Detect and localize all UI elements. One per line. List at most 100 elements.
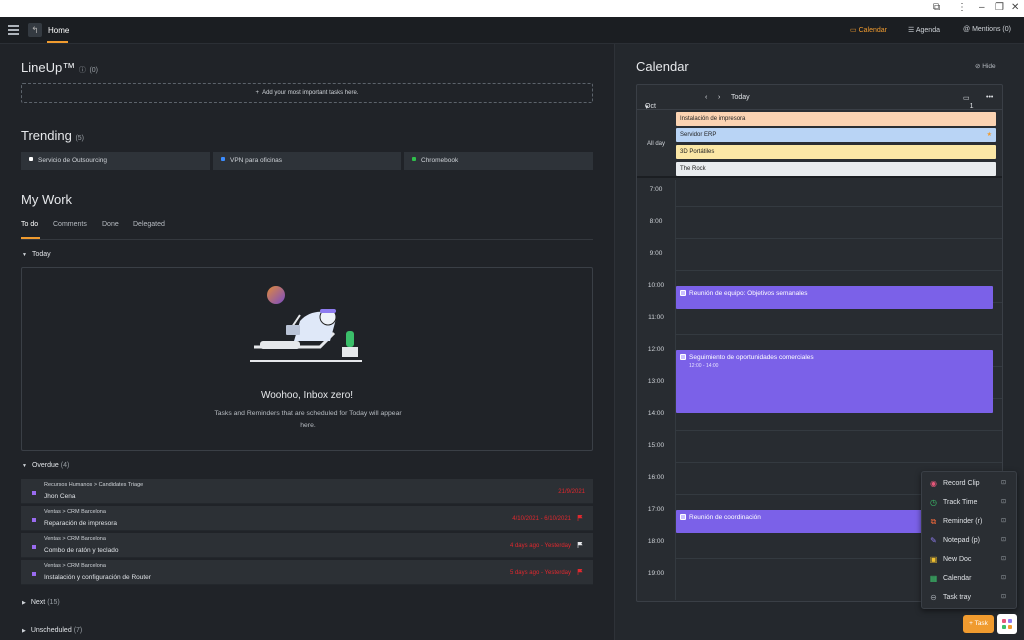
pin-icon[interactable]: ⊡	[1000, 537, 1006, 543]
caret-down-icon: ▼	[22, 252, 27, 258]
lineup-count: (0)	[89, 67, 99, 74]
trending-item[interactable]: VPN para oficinas	[213, 152, 401, 170]
section-today[interactable]: ▼ Today	[22, 251, 51, 258]
task-due-date: 4/10/2021 - 6/10/2021	[512, 516, 571, 522]
menu-item-record-clip[interactable]: ◉ Record Clip ⊡	[922, 474, 1016, 493]
tab-to-do[interactable]: To do	[21, 221, 39, 228]
minimize-icon[interactable]: –	[979, 2, 985, 13]
flag-icon[interactable]	[577, 569, 583, 575]
menu-item-new-doc[interactable]: ▣ New Doc ⊡	[922, 550, 1016, 569]
back-icon[interactable]: ↰	[28, 23, 42, 37]
calendar-event[interactable]: Reunión de equipo: Objetivos semanales	[676, 286, 993, 309]
hour-line	[675, 558, 1002, 559]
new-task-button[interactable]: + Task	[963, 615, 994, 633]
hamburger-menu-icon[interactable]	[8, 25, 19, 35]
section-overdue[interactable]: ▼ Overdue (4)	[22, 462, 69, 469]
section-overdue-label: Overdue	[31, 462, 59, 469]
mentions-toggle[interactable]: @ Mentions (0)	[963, 26, 1011, 33]
all-day-event[interactable]: Instalación de impresora	[676, 112, 996, 126]
task-row[interactable]: Ventas > CRM Barcelona Reparación de imp…	[21, 506, 593, 531]
lineup-title: LineUp™ ⓘ (0)	[21, 60, 98, 75]
today-button[interactable]: Today	[731, 94, 750, 101]
pin-icon[interactable]: ⊡	[1000, 575, 1006, 581]
caret-right-icon: ▶	[22, 628, 26, 634]
plus-icon: +	[969, 620, 973, 627]
task-checkbox[interactable]	[32, 491, 36, 495]
menu-item-calendar[interactable]: ▦ Calendar ⊡	[922, 569, 1016, 588]
all-day-event[interactable]: The Rock	[676, 162, 996, 176]
section-next[interactable]: ▶ Next (15)	[22, 599, 60, 606]
hour-line	[675, 334, 1002, 335]
hour-label: 18:00	[647, 538, 665, 545]
pin-icon[interactable]: ⊡	[1000, 480, 1006, 486]
menu-item-task-tray[interactable]: ⊖ Task tray ⊡	[922, 588, 1016, 607]
view-selector[interactable]: ▭ 1	[963, 95, 974, 110]
info-icon: ⓘ	[78, 67, 86, 74]
task-checkbox[interactable]	[32, 545, 36, 549]
event-icon	[680, 290, 686, 296]
more-icon[interactable]: ⋮	[957, 2, 967, 13]
trending-item[interactable]: Chromebook	[404, 152, 593, 170]
section-unscheduled[interactable]: ▶ Unscheduled (7)	[22, 627, 82, 634]
more-options-icon[interactable]: •••	[986, 94, 994, 101]
hour-label: 10:00	[647, 282, 665, 289]
task-row[interactable]: Recursos Humanos > Candidates Triage Jho…	[21, 479, 593, 504]
translate-icon[interactable]: ⧉	[933, 2, 941, 13]
pin-icon[interactable]: ⊡	[1000, 518, 1006, 524]
calendar-event[interactable]: Seguimiento de oportunidades comerciales…	[676, 350, 993, 413]
agenda-toggle-label: Agenda	[915, 27, 940, 34]
tab-underline	[21, 237, 40, 239]
next-day-icon[interactable]: ›	[718, 94, 721, 101]
close-icon[interactable]: ✕	[1011, 2, 1020, 13]
apps-grid-button[interactable]	[997, 614, 1017, 634]
plus-icon: +	[255, 90, 260, 96]
lineup-title-text: LineUp™	[21, 60, 76, 75]
task-row[interactable]: Ventas > CRM Barcelona Instalación y con…	[21, 560, 593, 585]
calendar-toolbar: Oct 18, Mon ▾ ‹ › Today ▭ 1 •••	[637, 85, 1002, 124]
all-day-event[interactable]: 3D Portátiles	[676, 145, 996, 159]
hour-label: 7:00	[649, 186, 663, 193]
hour-label: 9:00	[649, 250, 663, 257]
pin-icon[interactable]: ⊡	[1000, 499, 1006, 505]
tray-icon: ⊖	[930, 593, 937, 602]
view-selector-label: 1	[969, 103, 974, 110]
task-row[interactable]: Ventas > CRM Barcelona Combo de ratón y …	[21, 533, 593, 558]
hide-button[interactable]: ⊘ Hide	[975, 62, 996, 70]
hour-label: 14:00	[647, 410, 665, 417]
trending-title-text: Trending	[21, 128, 72, 143]
calendar-icon: ▦	[929, 574, 938, 583]
all-day-event[interactable]: Servidor ERP ★	[676, 128, 996, 142]
add-important-task-box[interactable]: + Add your most important tasks here.	[21, 83, 593, 103]
menu-item-track-time[interactable]: ◷ Track Time ⊡	[922, 493, 1016, 512]
pin-icon[interactable]: ⊡	[1000, 594, 1006, 600]
unscheduled-count: (7)	[73, 627, 83, 634]
flag-icon[interactable]	[577, 515, 583, 521]
eye-off-icon: ⊘	[975, 63, 981, 70]
reminder-icon: ⧉	[930, 517, 937, 526]
tab-home[interactable]: Home	[48, 26, 70, 35]
hour-label: 13:00	[647, 378, 665, 385]
event-title: Reunión de coordinación	[689, 514, 761, 521]
menu-item-reminder[interactable]: ⧉ Reminder (r) ⊡	[922, 512, 1016, 531]
calendar-toggle[interactable]: ▭ Calendar	[850, 27, 887, 34]
trending-item[interactable]: Servicio de Outsourcing	[21, 152, 210, 170]
restore-icon[interactable]: ❐	[995, 2, 1004, 13]
pin-icon[interactable]: ⊡	[1000, 556, 1006, 562]
menu-item-notepad[interactable]: ✎ Notepad (p) ⊡	[922, 531, 1016, 550]
hour-label: 17:00	[647, 506, 665, 513]
grid-dot-icon	[1008, 619, 1012, 623]
task-checkbox[interactable]	[32, 572, 36, 576]
task-breadcrumb: Ventas > CRM Barcelona	[44, 509, 106, 515]
tab-comments[interactable]: Comments	[53, 221, 87, 228]
calendar-event[interactable]: Reunión de coordinación	[676, 510, 993, 533]
inbox-zero-card: Woohoo, Inbox zero! Tasks and Reminders …	[21, 267, 593, 451]
task-title: Jhon Cena	[44, 493, 76, 500]
all-day-section: All day Instalación de impresora Servido…	[637, 110, 1002, 178]
task-checkbox[interactable]	[32, 518, 36, 522]
tab-done[interactable]: Done	[102, 221, 119, 228]
prev-day-icon[interactable]: ‹	[705, 94, 708, 101]
tab-delegated[interactable]: Delegated	[133, 221, 165, 228]
flag-icon[interactable]	[577, 542, 583, 548]
agenda-toggle[interactable]: ☰ Agenda	[908, 27, 940, 34]
caret-right-icon: ▶	[22, 600, 26, 606]
